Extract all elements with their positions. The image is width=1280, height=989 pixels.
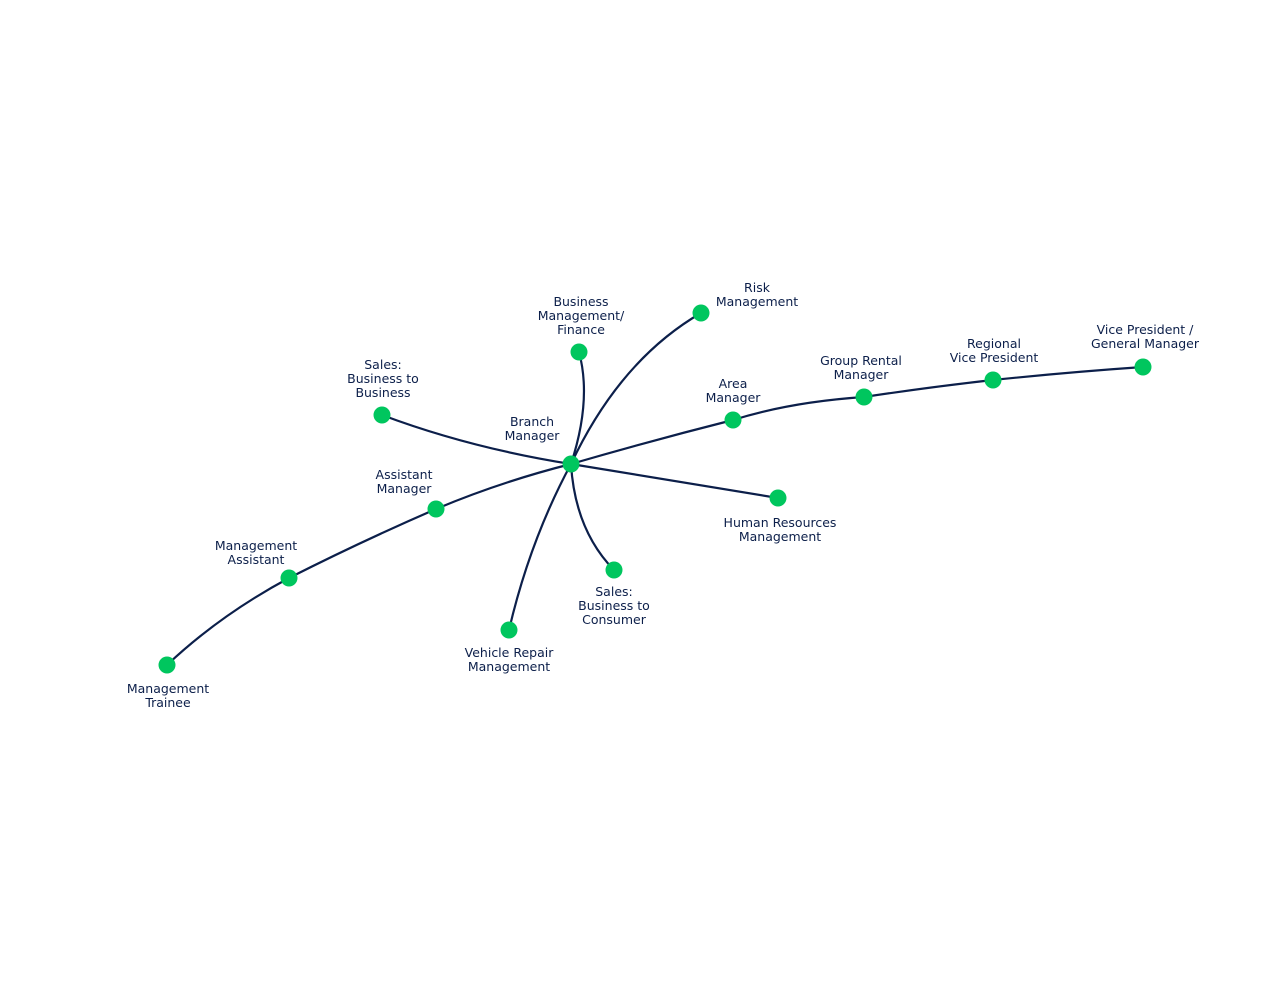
node-risk [692,304,710,322]
node-sales-b2c [605,561,623,579]
edge-branch-to-sales-b2b [381,413,572,466]
label-vp-gm: Vice President / General Manager [1090,322,1200,351]
edge-area-to-group-rental [732,395,865,422]
edge-mgmt-assistant-to-trainee [166,577,290,666]
label-sales-b2b: Sales: Business to Business [347,357,419,400]
node-business-finance [570,343,588,361]
label-vehicle-repair: Vehicle Repair Management [464,645,554,674]
edge-branch-to-risk [570,312,702,465]
edge-branch-to-assistant [435,462,572,511]
node-group-rental [855,388,873,406]
node-regional-vp [984,371,1002,389]
label-branch: Branch Manager [504,414,560,443]
label-sales-b2c: Sales: Business to Consumer [578,584,650,627]
node-hr [769,489,787,507]
node-sales-b2b [373,406,391,424]
node-assistant [427,500,445,518]
node-mgmt-assistant [280,569,298,587]
node-vehicle-repair [500,621,518,639]
edge-branch-to-area [570,418,734,466]
node-branch [562,455,580,473]
label-area: Area Manager [705,376,761,405]
edge-branch-to-business-finance [569,351,586,465]
label-business-finance: Business Management/ Finance [537,294,625,337]
edge-assistant-to-mgmt-assistant [288,507,437,579]
edge-group-rental-to-regional-vp [863,378,994,399]
edge-branch-to-sales-b2c [569,463,615,571]
edge-regional-vp-to-vp-gm [992,365,1144,382]
label-assistant: Assistant Manager [375,467,433,496]
label-hr: Human Resources Management [723,515,837,544]
label-group-rental: Group Rental Manager [820,353,902,382]
label-risk: Risk Management [715,280,799,309]
edge-branch-to-hr [570,462,779,500]
node-area [724,411,742,429]
label-trainee: Management Trainee [126,681,210,710]
node-vp-gm [1134,358,1152,376]
label-mgmt-assistant: Management Assistant [214,538,298,567]
node-trainee [158,656,176,674]
label-regional-vp: Regional Vice President [949,336,1039,365]
edge-branch-to-vehicle-repair [507,463,572,631]
